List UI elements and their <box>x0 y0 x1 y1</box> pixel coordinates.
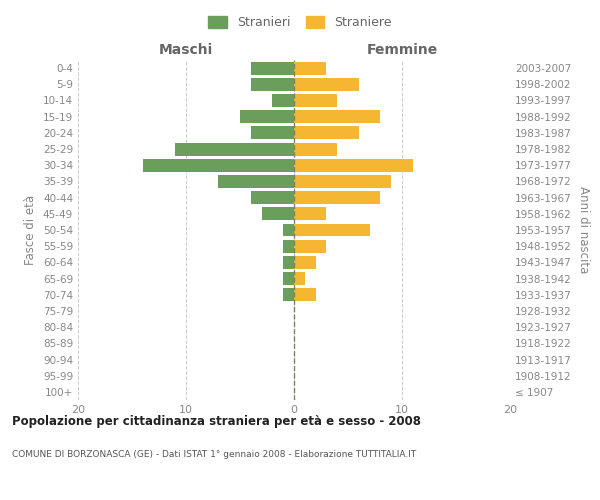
Bar <box>294 62 326 74</box>
Bar <box>272 94 294 107</box>
Text: Femmine: Femmine <box>367 43 437 57</box>
Text: Maschi: Maschi <box>159 43 213 57</box>
Bar <box>251 62 294 74</box>
Bar <box>240 110 294 123</box>
Bar <box>294 175 391 188</box>
Bar <box>251 126 294 140</box>
Bar <box>294 256 316 269</box>
Bar <box>294 78 359 91</box>
Bar <box>294 126 359 140</box>
Legend: Stranieri, Straniere: Stranieri, Straniere <box>208 16 392 29</box>
Bar <box>218 175 294 188</box>
Bar <box>251 78 294 91</box>
Bar <box>294 240 326 252</box>
Bar <box>283 240 294 252</box>
Bar <box>294 208 326 220</box>
Bar <box>294 272 305 285</box>
Text: COMUNE DI BORZONASCA (GE) - Dati ISTAT 1° gennaio 2008 - Elaborazione TUTTITALIA: COMUNE DI BORZONASCA (GE) - Dati ISTAT 1… <box>12 450 416 459</box>
Bar <box>251 191 294 204</box>
Bar <box>283 256 294 269</box>
Bar <box>262 208 294 220</box>
Bar <box>283 224 294 236</box>
Y-axis label: Fasce di età: Fasce di età <box>25 195 37 265</box>
Bar <box>143 159 294 172</box>
Bar <box>175 142 294 156</box>
Bar <box>294 142 337 156</box>
Bar <box>294 94 337 107</box>
Bar <box>294 110 380 123</box>
Bar <box>294 224 370 236</box>
Text: Popolazione per cittadinanza straniera per età e sesso - 2008: Popolazione per cittadinanza straniera p… <box>12 415 421 428</box>
Bar <box>283 272 294 285</box>
Bar <box>294 288 316 301</box>
Y-axis label: Anni di nascita: Anni di nascita <box>577 186 590 274</box>
Bar <box>294 159 413 172</box>
Bar <box>294 191 380 204</box>
Bar <box>283 288 294 301</box>
